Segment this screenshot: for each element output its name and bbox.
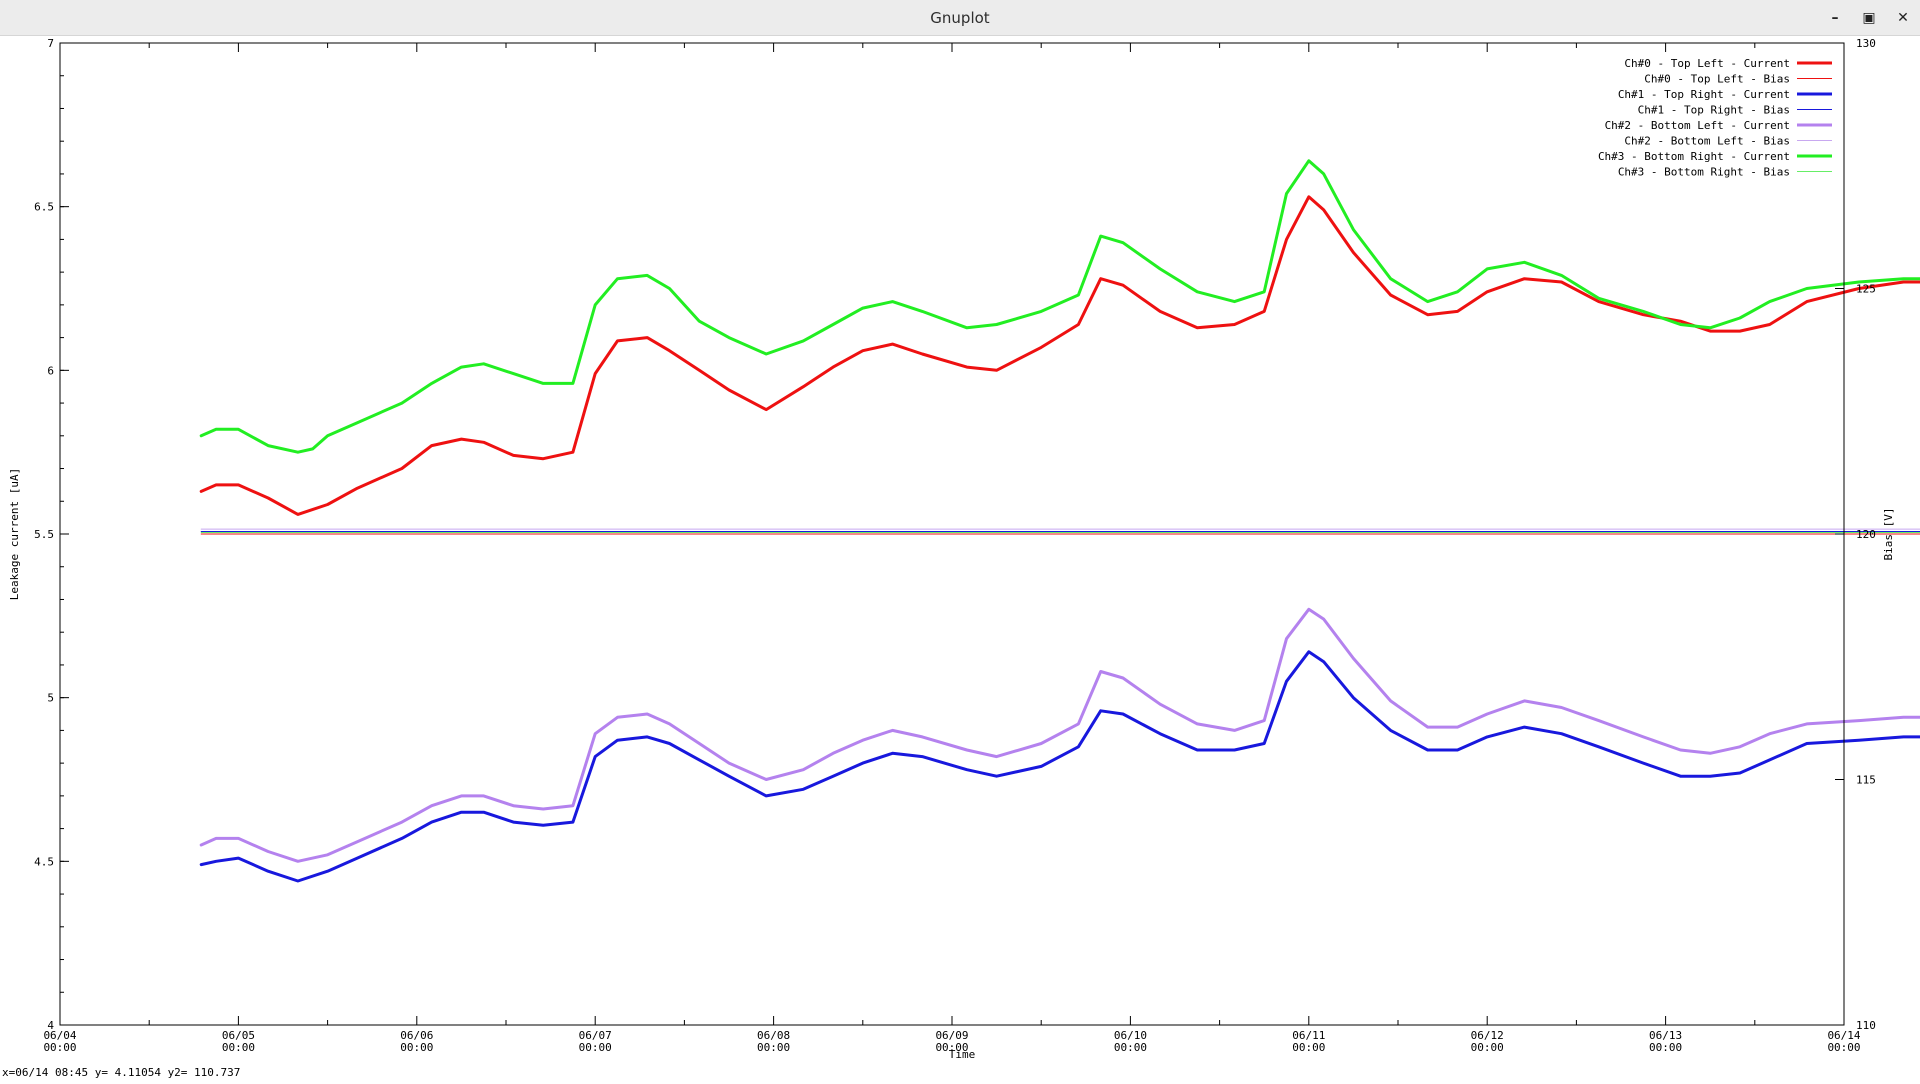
y-tick-label: 6.5	[34, 201, 54, 214]
axes-layer: 06/0400:0006/0500:0006/0600:0006/0700:00…	[8, 37, 1895, 1061]
x-tick-label-time: 00:00	[43, 1041, 76, 1054]
x-tick-label-date: 06/06	[400, 1029, 433, 1042]
y-tick-label: 6	[47, 364, 54, 377]
legend-label-7: Ch#3 - Bottom Right - Bias	[1618, 166, 1790, 179]
y-tick-label: 4.5	[34, 855, 54, 868]
cursor-readout: x=06/14 08:45 y= 4.11054 y2= 110.737	[2, 1066, 241, 1079]
x-tick-label-date: 06/14	[1827, 1029, 1860, 1042]
y2-tick-label: 115	[1856, 774, 1876, 787]
series-line-2	[199, 650, 1920, 883]
y2-axis-label: Bias [V]	[1882, 508, 1895, 561]
legend-label-5: Ch#2 - Bottom Left - Bias	[1624, 135, 1790, 148]
plot-canvas[interactable]: 06/04 00:00 06/05 00:00 06/06 00:00 06/07 00:00…	[0, 37, 1920, 1080]
x-tick-label-date: 06/13	[1649, 1029, 1682, 1042]
y-tick-label: 5.5	[34, 528, 54, 541]
x-tick-label-date: 06/05	[222, 1029, 255, 1042]
x-tick-label-time: 00:00	[935, 1041, 968, 1054]
x-tick-label-date: 06/04	[43, 1029, 76, 1042]
x-tick-label-time: 00:00	[1114, 1041, 1147, 1054]
x-tick-label-time: 00:00	[757, 1041, 790, 1054]
legend-label-2: Ch#1 - Top Right - Current	[1618, 88, 1790, 101]
x-tick-label-time: 00:00	[1827, 1041, 1860, 1054]
x-tick-label-date: 06/11	[1292, 1029, 1325, 1042]
legend: Ch#0 - Top Left - Current Ch#0 - Top Left…	[1598, 57, 1832, 179]
series-layer	[199, 159, 1920, 883]
window-titlebar: Gnuplot – ▣ ✕	[0, 0, 1920, 36]
x-tick-label-date: 06/12	[1471, 1029, 1504, 1042]
maximize-icon[interactable]: ▣	[1862, 10, 1876, 26]
legend-label-6: Ch#3 - Bottom Right - Current	[1598, 150, 1790, 163]
legend-label-1: Ch#0 - Top Left - Bias	[1644, 73, 1790, 86]
series-line-0	[199, 195, 1920, 516]
y-axis-label: Leakage current [uA]	[8, 468, 21, 600]
x-tick-label-date: 06/08	[757, 1029, 790, 1042]
x-tick-label-time: 00:00	[222, 1041, 255, 1054]
x-tick-label-time: 00:00	[400, 1041, 433, 1054]
x-tick-label-date: 06/07	[579, 1029, 612, 1042]
x-tick-label-time: 00:00	[579, 1041, 612, 1054]
y2-tick-label: 125	[1856, 283, 1876, 296]
series-line-6	[199, 159, 1920, 454]
x-tick-label-date: 06/10	[1114, 1029, 1147, 1042]
y2-tick-label: 120	[1856, 528, 1876, 541]
legend-label-3: Ch#1 - Top Right - Bias	[1638, 104, 1790, 117]
x-tick-label-time: 00:00	[1292, 1041, 1325, 1054]
y-tick-label: 5	[47, 692, 54, 705]
close-icon[interactable]: ✕	[1897, 10, 1909, 26]
minimize-icon[interactable]: –	[1831, 10, 1839, 26]
y-tick-label: 4	[47, 1019, 54, 1032]
x-tick-label-date: 06/09	[935, 1029, 968, 1042]
legend-label-0: Ch#0 - Top Left - Current	[1624, 57, 1790, 70]
leakage-bias-chart[interactable]: 06/0400:0006/0500:0006/0600:0006/0700:00…	[0, 37, 1920, 1080]
window-controls: – ▣ ✕	[1818, 0, 1920, 36]
x-tick-label-time: 00:00	[1471, 1041, 1504, 1054]
y2-tick-label: 130	[1856, 37, 1876, 50]
x-axis-label: Time	[949, 1048, 976, 1061]
y-tick-label: 7	[47, 37, 54, 50]
y2-tick-label: 110	[1856, 1019, 1876, 1032]
x-tick-label-time: 00:00	[1649, 1041, 1682, 1054]
window-title: Gnuplot	[930, 9, 990, 27]
legend-label-4: Ch#2 - Bottom Left - Current	[1605, 119, 1790, 132]
series-line-4	[199, 607, 1920, 863]
